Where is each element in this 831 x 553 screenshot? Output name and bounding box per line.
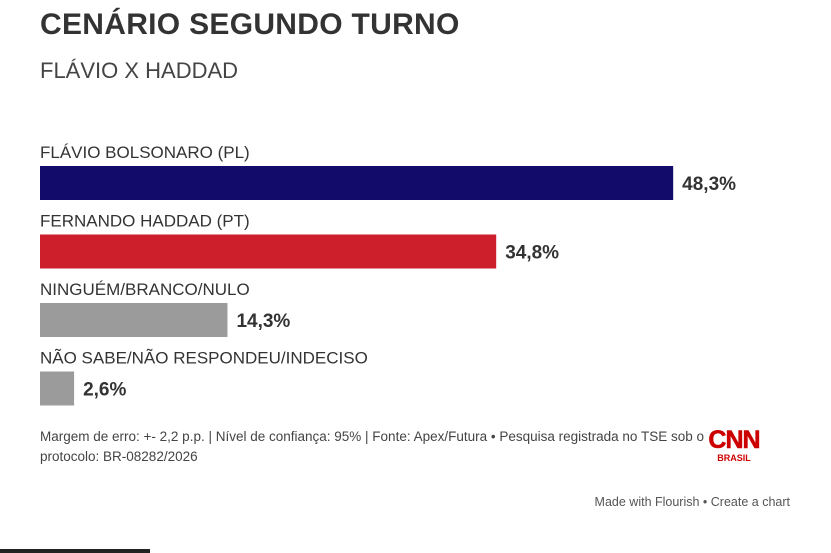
chart-subtitle: FLÁVIO X HADDAD [40, 58, 239, 83]
value-label: 48,3% [682, 174, 736, 195]
bar [40, 371, 75, 406]
bar [40, 303, 228, 337]
flourish-credit: Made with Flourish • Create a chart [595, 495, 790, 509]
value-label: 14,3% [236, 311, 290, 332]
category-label: FERNANDO HADDAD (PT) [40, 212, 250, 231]
logo-wordmark: CNN [708, 426, 759, 454]
cnn-brasil-logo: CNN BRASIL [708, 426, 761, 463]
category-label: FLÁVIO BOLSONARO (PL) [40, 143, 250, 162]
made-with-flourish-link[interactable]: Made with Flourish [594, 495, 700, 509]
bar [40, 166, 674, 200]
chart-title: CENÁRIO SEGUNDO TURNO [40, 8, 460, 41]
logo-subtext: BRASIL [717, 453, 751, 463]
cutoff-heading-fragment [0, 543, 160, 553]
value-label: 2,6% [83, 380, 126, 401]
category-label: NINGUÉM/BRANCO/NULO [40, 280, 250, 299]
credit-separator: • [699, 495, 711, 509]
value-label: 34,8% [505, 243, 559, 264]
footnote: Margem de erro: +- 2,2 p.p. | Nível de c… [40, 429, 704, 464]
bar-chart: FLÁVIO BOLSONARO (PL) 48,3% FERNANDO HADDA… [40, 143, 736, 406]
create-chart-link[interactable]: Create a chart [710, 495, 790, 509]
bar [40, 234, 497, 269]
category-label: NÃO SABE/NÃO RESPONDEU/INDECISO [40, 349, 368, 368]
